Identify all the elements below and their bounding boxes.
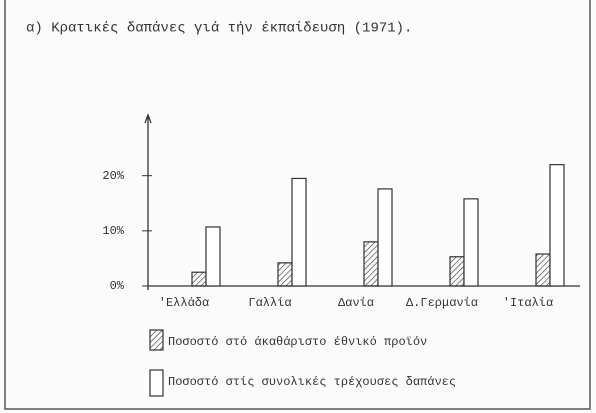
legend-label: Ποσοστό στίς συνολικές τρέχουσες δαπάνες xyxy=(168,375,456,389)
y-tick-label: 10% xyxy=(102,224,124,238)
page: α) Κρατικές δαπάνες γιά τήν έκπαίδευση (… xyxy=(0,0,596,413)
legend-swatch xyxy=(150,330,163,350)
chart-title: α) Κρατικές δαπάνες γιά τήν έκπαίδευση (… xyxy=(26,21,412,37)
bar xyxy=(378,189,392,286)
bar xyxy=(464,199,478,286)
x-tick-label: 'Ελλάδα xyxy=(159,296,209,310)
legend-label: Ποσοστό στό άκαθάριστο έθνικό προϊόν xyxy=(168,335,427,349)
y-tick-label: 0% xyxy=(110,279,125,293)
x-tick-label: Δ.Γερμανία xyxy=(406,296,478,310)
bar xyxy=(550,165,564,286)
bar xyxy=(206,227,220,286)
bar xyxy=(450,257,464,286)
chart: α) Κρατικές δαπάνες γιά τήν έκπαίδευση (… xyxy=(0,0,596,413)
bar xyxy=(192,272,206,286)
bar xyxy=(364,242,378,286)
x-tick-label: Γαλλία xyxy=(248,296,291,310)
bar xyxy=(536,254,550,286)
bar xyxy=(292,178,306,286)
x-tick-label: Δανία xyxy=(338,296,374,310)
bar xyxy=(278,263,292,286)
x-tick-label: 'Ιταλία xyxy=(503,296,553,310)
y-tick-label: 20% xyxy=(102,169,124,183)
legend-swatch xyxy=(150,370,163,396)
